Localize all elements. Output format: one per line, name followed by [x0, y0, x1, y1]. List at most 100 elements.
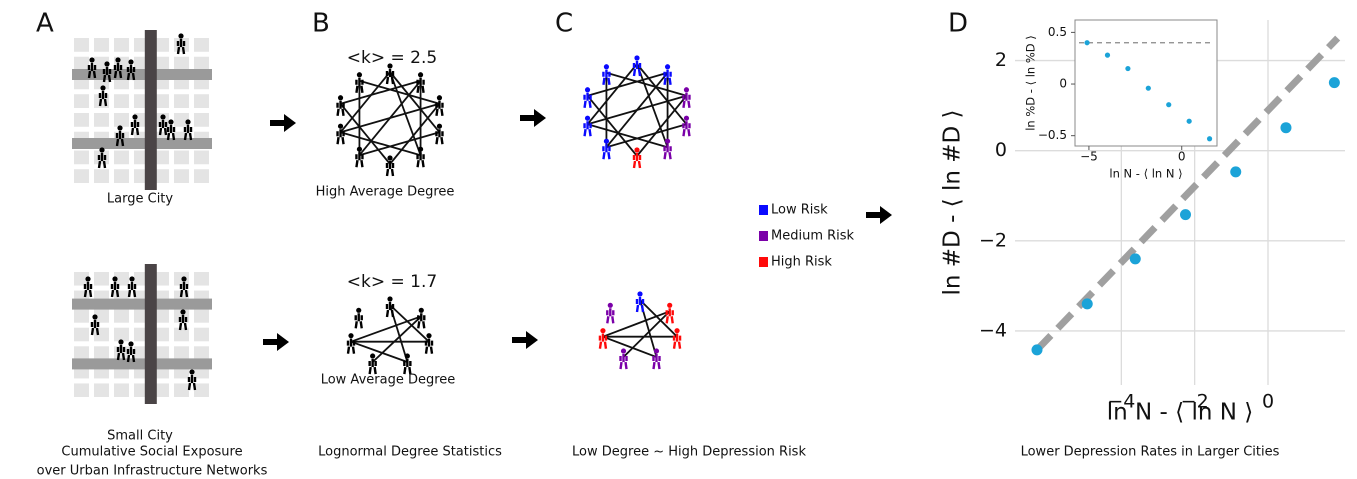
- y-tick-label: −0.5: [1038, 128, 1067, 142]
- person-body: [98, 91, 108, 107]
- block: [74, 113, 89, 127]
- panel-label: A: [36, 9, 54, 39]
- person-head: [178, 33, 184, 39]
- block: [154, 383, 169, 397]
- x-tick-label: −4: [1107, 391, 1135, 413]
- person-body: [663, 144, 672, 160]
- block: [154, 169, 169, 183]
- person-head: [683, 87, 690, 93]
- person-head: [168, 119, 174, 125]
- person-body: [355, 152, 364, 168]
- person-body: [102, 67, 112, 83]
- edge: [606, 123, 687, 149]
- person-body: [606, 308, 615, 324]
- person-body: [90, 320, 100, 336]
- person-body: [663, 69, 672, 85]
- block: [174, 150, 189, 165]
- person-body: [602, 144, 611, 160]
- block: [194, 383, 209, 397]
- block: [74, 383, 89, 397]
- edge: [340, 131, 421, 157]
- edge: [359, 79, 440, 105]
- y-tick-label: −4: [979, 319, 1007, 341]
- person-head: [370, 353, 376, 359]
- network-label: High Average Degree: [316, 185, 455, 200]
- block: [194, 346, 209, 360]
- data-point: [1104, 52, 1111, 58]
- block: [174, 383, 189, 397]
- person-head: [115, 57, 121, 63]
- block: [94, 38, 109, 52]
- person-head: [99, 147, 105, 153]
- data-point: [1230, 166, 1242, 178]
- person-head: [92, 314, 98, 320]
- block: [94, 309, 109, 323]
- person-head: [128, 59, 134, 65]
- arrow: [512, 331, 538, 349]
- person-body: [602, 69, 611, 85]
- y-tick-label: 2: [995, 49, 1007, 71]
- y-tick-label: 0.5: [1048, 25, 1067, 39]
- block: [114, 309, 129, 323]
- person-body: [385, 69, 395, 85]
- arrow: [263, 333, 289, 351]
- legend-swatch: [759, 205, 768, 215]
- x-tick-label: 0: [1262, 391, 1274, 413]
- edge: [587, 94, 687, 126]
- block: [194, 169, 209, 183]
- arrow: [866, 206, 892, 224]
- arrow: [270, 114, 296, 132]
- data-point: [1280, 122, 1292, 134]
- person-body: [385, 302, 395, 318]
- edge: [389, 103, 441, 165]
- block: [154, 38, 169, 52]
- legend-label: Low Risk: [771, 203, 828, 218]
- person-head: [620, 348, 627, 354]
- block: [194, 327, 209, 342]
- block: [114, 150, 129, 165]
- person-body: [179, 282, 189, 298]
- person-head: [607, 302, 613, 308]
- person-body: [583, 92, 592, 108]
- legend-swatch: [759, 231, 768, 241]
- block: [74, 272, 89, 286]
- person-head: [181, 276, 187, 282]
- x-tick-label: −5: [1080, 149, 1098, 163]
- person-body: [619, 354, 628, 370]
- fit-line: [1034, 35, 1341, 353]
- person-head: [112, 276, 118, 282]
- person-head: [117, 125, 123, 131]
- data-point: [1180, 209, 1191, 221]
- person-body: [424, 338, 434, 354]
- person-head: [683, 115, 690, 121]
- person-body: [435, 100, 444, 116]
- edge: [606, 71, 687, 97]
- block: [174, 327, 189, 342]
- panel-label: D: [948, 9, 968, 39]
- person-body: [115, 131, 125, 147]
- block: [114, 38, 129, 52]
- edge: [339, 103, 391, 165]
- arrow: [520, 109, 546, 127]
- person-body: [583, 121, 592, 137]
- person-head: [180, 309, 186, 315]
- person-body: [176, 39, 186, 55]
- person-body: [435, 129, 444, 145]
- y-tick-label: −2: [979, 229, 1007, 251]
- block: [174, 346, 189, 360]
- person-head: [603, 64, 610, 70]
- person-head: [634, 147, 640, 153]
- data-point: [1084, 40, 1090, 46]
- person-body: [130, 120, 140, 136]
- block: [154, 309, 169, 323]
- person-body: [632, 153, 642, 169]
- block: [194, 272, 209, 286]
- block: [114, 327, 129, 342]
- person-body: [665, 308, 674, 324]
- y-tick-label: 0: [995, 139, 1007, 161]
- edge: [586, 63, 638, 125]
- person-body: [598, 333, 608, 349]
- road: [72, 69, 212, 80]
- x-tick-label: 0: [1178, 149, 1186, 163]
